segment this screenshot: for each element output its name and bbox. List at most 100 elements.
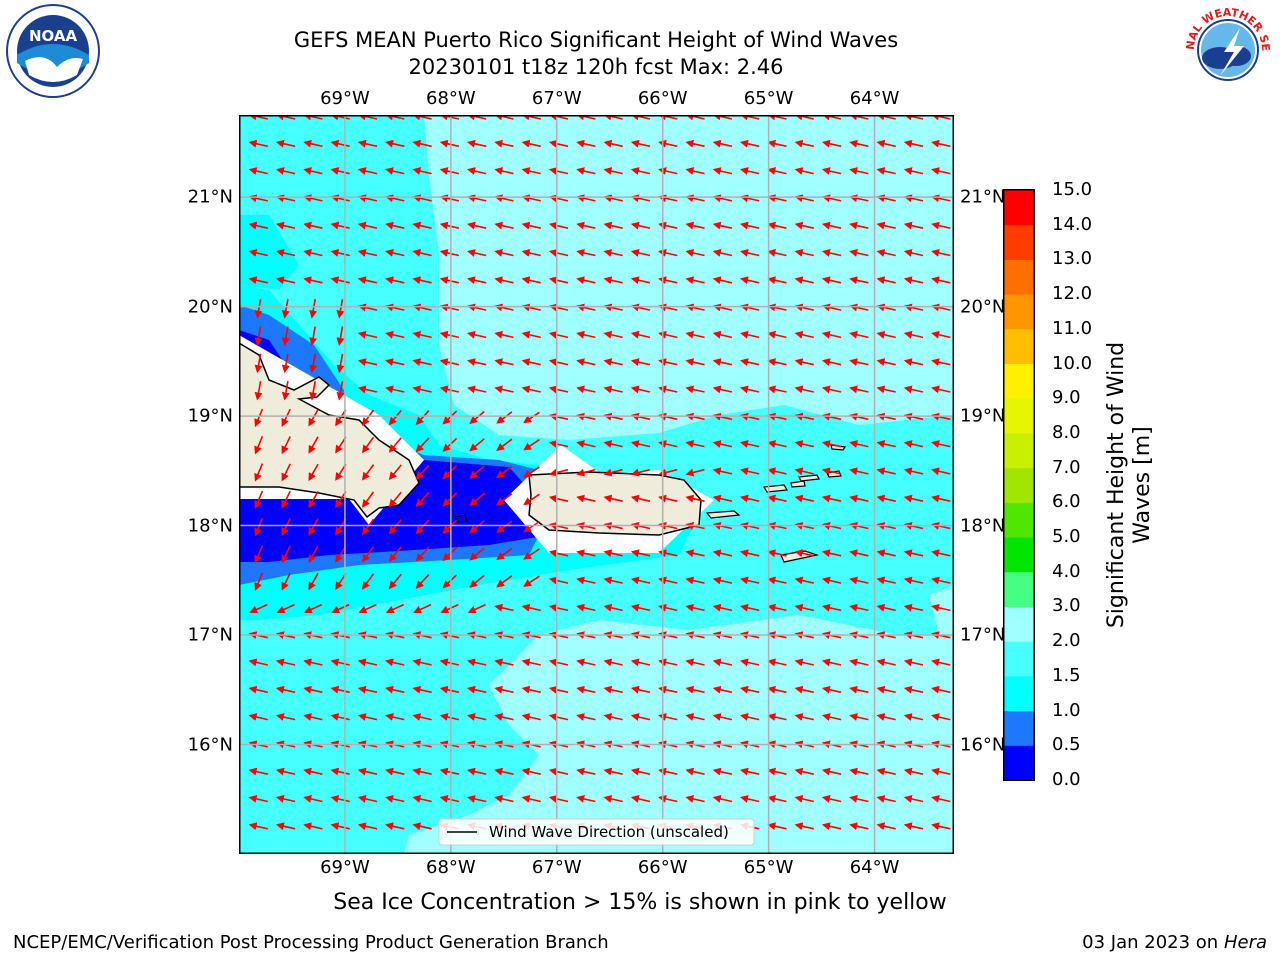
- wave-direction-arrow: [275, 139, 296, 148]
- wave-direction-arrow: [903, 440, 924, 448]
- wave-direction-arrow: [385, 167, 405, 175]
- wave-direction-arrow: [849, 249, 869, 257]
- wave-direction-arrow: [794, 576, 814, 585]
- wave-direction-arrow: [467, 767, 487, 776]
- wave-direction-arrow: [494, 795, 514, 803]
- wave-direction-arrow: [548, 167, 569, 175]
- wave-direction-arrow: [412, 658, 432, 667]
- wave-direction-arrow: [412, 358, 432, 367]
- wave-direction-arrow: [385, 276, 405, 285]
- wave-direction-arrow: [576, 767, 596, 776]
- wave-direction-arrow: [576, 685, 596, 694]
- wave-direction-arrow: [281, 299, 290, 319]
- wave-direction-arrow: [248, 713, 268, 721]
- wave-direction-arrow: [467, 330, 487, 339]
- wave-direction-arrow: [767, 221, 787, 230]
- wave-direction-arrow: [330, 139, 350, 148]
- lat-label-left: 18°N: [187, 515, 233, 537]
- wave-direction-arrow: [740, 385, 760, 394]
- wave-direction-arrow: [521, 658, 541, 667]
- wave-direction-arrow: [630, 658, 651, 667]
- wave-direction-arrow: [740, 167, 760, 175]
- wave-direction-arrow: [794, 330, 814, 339]
- wave-direction-arrow: [415, 546, 430, 562]
- wave-direction-arrow: [361, 436, 375, 454]
- wave-direction-arrow: [330, 221, 350, 230]
- wave-direction-arrow: [876, 576, 896, 585]
- wave-direction-arrow: [603, 221, 623, 230]
- wave-direction-arrow: [767, 249, 787, 257]
- wave-direction-arrow: [740, 713, 760, 721]
- wave-direction-arrow: [439, 767, 460, 776]
- wave-direction-arrow: [821, 358, 842, 367]
- wave-direction-arrow: [576, 795, 596, 803]
- wave-direction-arrow: [931, 440, 951, 448]
- wave-direction-arrow: [415, 573, 430, 589]
- wave-direction-arrow: [548, 221, 569, 230]
- wave-direction-arrow: [303, 713, 323, 721]
- wave-direction-arrow: [308, 518, 319, 536]
- wave-direction-arrow: [254, 572, 264, 591]
- wave-direction-arrow: [576, 221, 596, 230]
- wave-direction-arrow: [712, 685, 733, 694]
- wave-direction-arrow: [415, 519, 430, 535]
- lon-label-top: 66°W: [637, 88, 688, 109]
- wave-direction-arrow: [523, 466, 540, 478]
- wave-direction-arrow: [281, 463, 291, 482]
- wave-direction-arrow: [357, 221, 378, 230]
- wave-direction-arrow: [523, 438, 540, 451]
- wave-direction-arrow: [415, 410, 430, 426]
- wave-direction-arrow: [275, 276, 296, 285]
- wave-direction-arrow: [931, 767, 951, 776]
- colorbar-band: [1004, 710, 1034, 746]
- wave-direction-arrow: [442, 437, 458, 452]
- wave-direction-arrow: [576, 167, 596, 175]
- wave-direction-arrow: [876, 249, 896, 257]
- wave-direction-arrow: [821, 603, 842, 612]
- wave-direction-arrow: [385, 358, 405, 367]
- wave-direction-arrow: [467, 358, 487, 367]
- wave-direction-arrow: [494, 167, 514, 175]
- wave-direction-arrow: [712, 167, 733, 175]
- wave-direction-arrow: [385, 139, 405, 148]
- wave-direction-arrow: [712, 767, 733, 776]
- wave-direction-arrow: [821, 330, 842, 339]
- wave-direction-arrow: [630, 330, 651, 339]
- wave-direction-arrow: [849, 358, 869, 367]
- wave-direction-arrow: [248, 139, 268, 148]
- colorbar-tick-label: 11.0: [1052, 317, 1093, 339]
- wave-direction-arrow: [521, 603, 541, 612]
- colorbar-band: [1004, 224, 1034, 260]
- wave-direction-arrow: [388, 573, 402, 590]
- colorbar-tick-label: 13.0: [1052, 248, 1093, 270]
- wave-direction-arrow: [767, 440, 787, 448]
- wave-direction-arrow: [467, 685, 487, 694]
- wave-direction-arrow: [357, 330, 378, 339]
- wave-direction-arrow: [413, 603, 432, 614]
- wave-direction-arrow: [630, 385, 651, 394]
- wave-direction-arrow: [767, 549, 787, 558]
- noaa-logo-text: NOAA: [29, 27, 78, 45]
- wave-direction-arrow: [303, 221, 323, 230]
- lon-label-bottom: 66°W: [637, 857, 688, 878]
- wave-direction-arrow: [385, 658, 405, 667]
- wave-direction-arrow: [794, 549, 814, 558]
- wave-direction-arrow: [685, 276, 705, 285]
- wave-direction-arrow: [685, 139, 705, 148]
- wave-direction-arrow: [442, 465, 458, 480]
- wave-direction-arrow: [903, 358, 924, 367]
- wave-direction-arrow: [385, 385, 405, 394]
- colorbar-tick-label: 0.0: [1052, 769, 1081, 790]
- wave-direction-arrow: [361, 409, 375, 426]
- wave-direction-arrow: [821, 494, 842, 503]
- wave-direction-arrow: [931, 658, 951, 667]
- wave-direction-arrow: [467, 658, 487, 667]
- wave-direction-arrow: [385, 767, 405, 776]
- wave-direction-arrow: [849, 822, 869, 831]
- lat-label-left: 19°N: [187, 405, 233, 427]
- wave-direction-arrow: [412, 767, 432, 776]
- wave-direction-arrow: [603, 494, 623, 503]
- wave-direction-arrow: [248, 167, 268, 175]
- wave-direction-arrow: [794, 795, 814, 803]
- wave-direction-arrow: [849, 467, 869, 476]
